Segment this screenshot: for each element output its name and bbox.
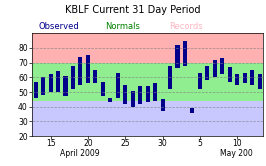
Bar xyxy=(56,71,60,92)
Bar xyxy=(228,67,232,82)
Bar xyxy=(41,77,45,95)
Bar xyxy=(235,74,239,85)
Text: KBLF Current 31 Day Period: KBLF Current 31 Day Period xyxy=(65,5,201,15)
Bar xyxy=(123,85,127,104)
Bar xyxy=(34,82,38,98)
Text: May 200: May 200 xyxy=(220,149,253,158)
Bar xyxy=(257,74,262,89)
Bar xyxy=(64,76,68,96)
Bar xyxy=(243,73,247,83)
Bar xyxy=(205,66,209,80)
Bar xyxy=(48,74,53,92)
Bar xyxy=(71,66,75,89)
Bar xyxy=(86,55,90,83)
Bar xyxy=(176,45,180,69)
Bar xyxy=(153,83,157,101)
Bar xyxy=(146,86,150,102)
Bar xyxy=(116,73,120,98)
Text: Normals: Normals xyxy=(105,22,140,31)
Bar xyxy=(183,41,187,66)
Bar xyxy=(250,70,254,85)
Text: Observed: Observed xyxy=(38,22,79,31)
Bar xyxy=(220,58,224,74)
Bar xyxy=(160,99,165,111)
Bar xyxy=(198,73,202,89)
Bar xyxy=(93,70,97,83)
Text: Records: Records xyxy=(169,22,203,31)
Bar xyxy=(213,60,217,77)
Bar xyxy=(131,90,135,107)
Bar xyxy=(190,108,194,113)
Bar xyxy=(108,98,112,102)
Bar xyxy=(168,66,172,89)
Text: April 2009: April 2009 xyxy=(60,149,99,158)
Bar xyxy=(138,86,142,104)
Bar xyxy=(78,57,82,85)
Bar xyxy=(101,82,105,96)
